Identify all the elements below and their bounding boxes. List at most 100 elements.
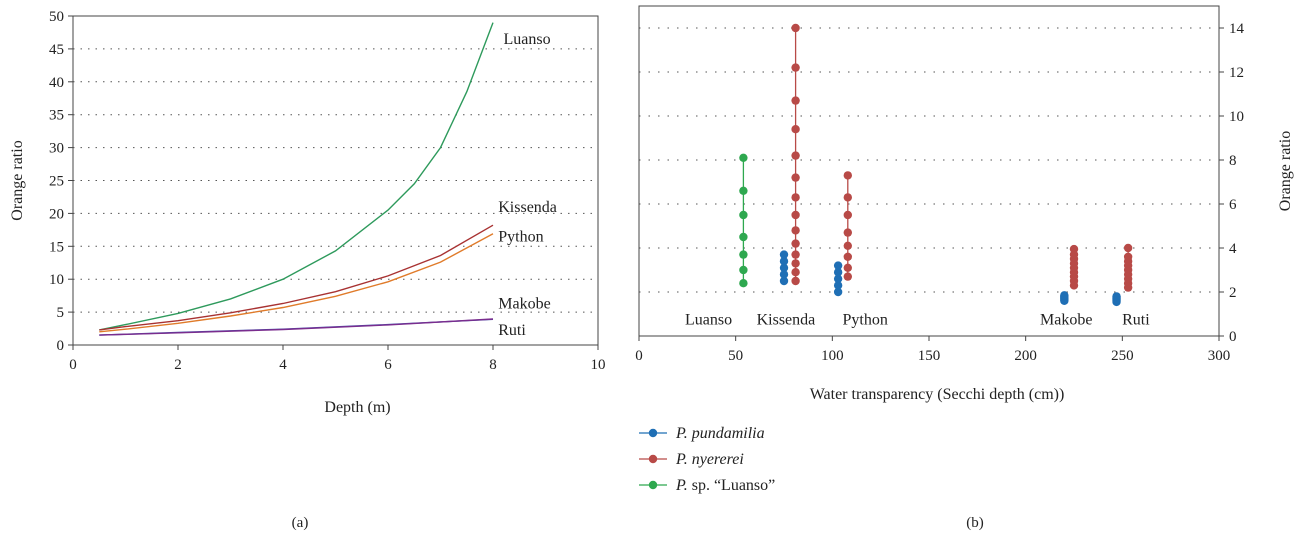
data-point-p-nyererei [791, 259, 800, 268]
data-point-p-sp-luanso [739, 279, 748, 288]
data-point-p-pundamilia [779, 263, 789, 272]
x-tick-label: 8 [489, 357, 497, 373]
data-point-p-nyererei [791, 250, 800, 259]
y-tick-label: 5 [57, 305, 65, 321]
series-label: Python [498, 228, 543, 245]
data-point-p-nyererei [791, 239, 800, 248]
data-point-p-pundamilia [833, 261, 843, 270]
series-line-python [99, 233, 494, 333]
x-axis-label: Water transparency (Secchi depth (cm)) [810, 386, 1065, 403]
data-point-p-nyererei [791, 276, 800, 286]
x-tick-label: 2 [174, 357, 182, 373]
panel-a: 0 5 10 15 20 25 30 35 40 45 50 0 2 4 6 8 10 Luanso Kissend… [9, 9, 606, 531]
data-point-p-sp-luanso [739, 232, 748, 242]
x-tick-label: 300 [1208, 348, 1231, 364]
y-tick-label: 50 [49, 9, 64, 25]
data-point-p-nyererei [843, 252, 852, 261]
data-point-p-nyererei [791, 125, 800, 134]
data-point-p-nyererei [1123, 243, 1133, 253]
y-axis-label: Orange ratio [9, 140, 26, 220]
y-tick-label: 35 [49, 108, 64, 124]
y-tick-label: 0 [1229, 329, 1237, 345]
panel-label: (b) [966, 515, 984, 531]
data-point-p-nyererei [791, 23, 800, 33]
data-point-p-nyererei [791, 268, 800, 277]
y-tick-label: 10 [1229, 109, 1244, 125]
x-axis-label: Depth (m) [324, 399, 390, 416]
data-point-p-pundamilia [779, 257, 789, 266]
series-line-kissenda [99, 224, 494, 331]
data-point-p-pundamilia [833, 281, 843, 290]
data-point-p-pundamilia [1112, 292, 1121, 301]
data-point-p-sp-luanso [739, 153, 748, 162]
series-label: Kissenda [498, 199, 557, 216]
panel-b: 0 2 4 6 8 10 12 14 0 50 100 150 200 250 300 Luanso Kisse… [635, 5, 1294, 531]
population-label: Luanso [685, 312, 732, 329]
y-tick-label: 8 [1229, 153, 1237, 169]
y-tick-label: 15 [49, 239, 64, 255]
y-tick-label: 14 [1229, 21, 1245, 37]
data-point-p-nyererei [791, 210, 800, 220]
y-tick-label: 20 [49, 206, 64, 222]
legend-entry-p-sp-luanso: P. sp. “Luanso” [675, 477, 775, 494]
y-tick-label: 25 [49, 174, 64, 190]
data-point-p-nyererei [843, 272, 852, 281]
data-point-p-nyererei [843, 171, 852, 180]
series-line-ruti [99, 318, 494, 336]
data-point-p-pundamilia [833, 287, 843, 297]
data-point-p-pundamilia [1060, 291, 1069, 300]
population-label: Kissenda [757, 312, 816, 329]
data-point-p-nyererei [1123, 252, 1133, 261]
data-point-p-pundamilia [779, 270, 789, 279]
population-label: Ruti [1122, 312, 1150, 329]
x-tick-label: 100 [821, 348, 844, 364]
population-label: Python [843, 312, 888, 329]
y-tick-label: 40 [49, 75, 64, 91]
data-point-p-nyererei [791, 96, 800, 105]
plot-frame [72, 15, 599, 346]
y-tick-label: 0 [57, 338, 65, 354]
series-label: Makobe [498, 296, 550, 313]
y-tick-label: 2 [1229, 285, 1237, 301]
data-point-p-nyererei [791, 193, 800, 202]
y-axis-label: Orange ratio [1277, 131, 1294, 211]
y-tick-label: 6 [1229, 197, 1237, 213]
data-point-p-nyererei [843, 210, 852, 220]
legend: P. pundamilia P. nyererei P. sp. “Luanso” [639, 425, 775, 494]
x-tick-label: 150 [918, 348, 941, 364]
data-point-p-sp-luanso [739, 265, 748, 275]
panel-label: (a) [292, 515, 309, 531]
x-tick-label: 10 [591, 357, 606, 373]
legend-swatch-marker [648, 480, 658, 490]
data-point-p-pundamilia [833, 268, 843, 277]
data-point-p-sp-luanso [739, 250, 748, 259]
legend-entry-p-pundamilia: P. pundamilia [675, 425, 765, 442]
data-point-p-nyererei [843, 241, 852, 250]
data-point-p-sp-luanso [739, 186, 748, 195]
x-tick-label: 250 [1111, 348, 1134, 364]
x-tick-label: 0 [635, 348, 643, 364]
y-tick-label: 30 [49, 141, 64, 157]
y-tick-label: 10 [49, 272, 64, 288]
data-point-p-nyererei [791, 151, 800, 160]
legend-swatch-marker [648, 428, 658, 438]
series-label: Luanso [504, 31, 551, 48]
data-point-p-nyererei [1069, 244, 1079, 254]
data-point-p-pundamilia [779, 250, 789, 259]
x-tick-label: 4 [279, 357, 287, 373]
data-point-p-sp-luanso [739, 210, 748, 220]
data-point-p-nyererei [843, 228, 852, 237]
data-point-p-nyererei [843, 263, 852, 272]
series-label: Ruti [498, 322, 526, 339]
legend-swatch-marker [648, 454, 658, 464]
x-tick-label: 50 [728, 348, 743, 364]
population-label: Makobe [1040, 312, 1092, 329]
data-point-p-nyererei [791, 63, 800, 72]
series-line-luanso [99, 22, 494, 331]
data-point-p-pundamilia [833, 274, 843, 283]
data-point-p-pundamilia [779, 276, 789, 286]
x-tick-label: 200 [1014, 348, 1037, 364]
y-tick-label: 12 [1229, 65, 1244, 81]
plot-frame [638, 5, 1220, 337]
